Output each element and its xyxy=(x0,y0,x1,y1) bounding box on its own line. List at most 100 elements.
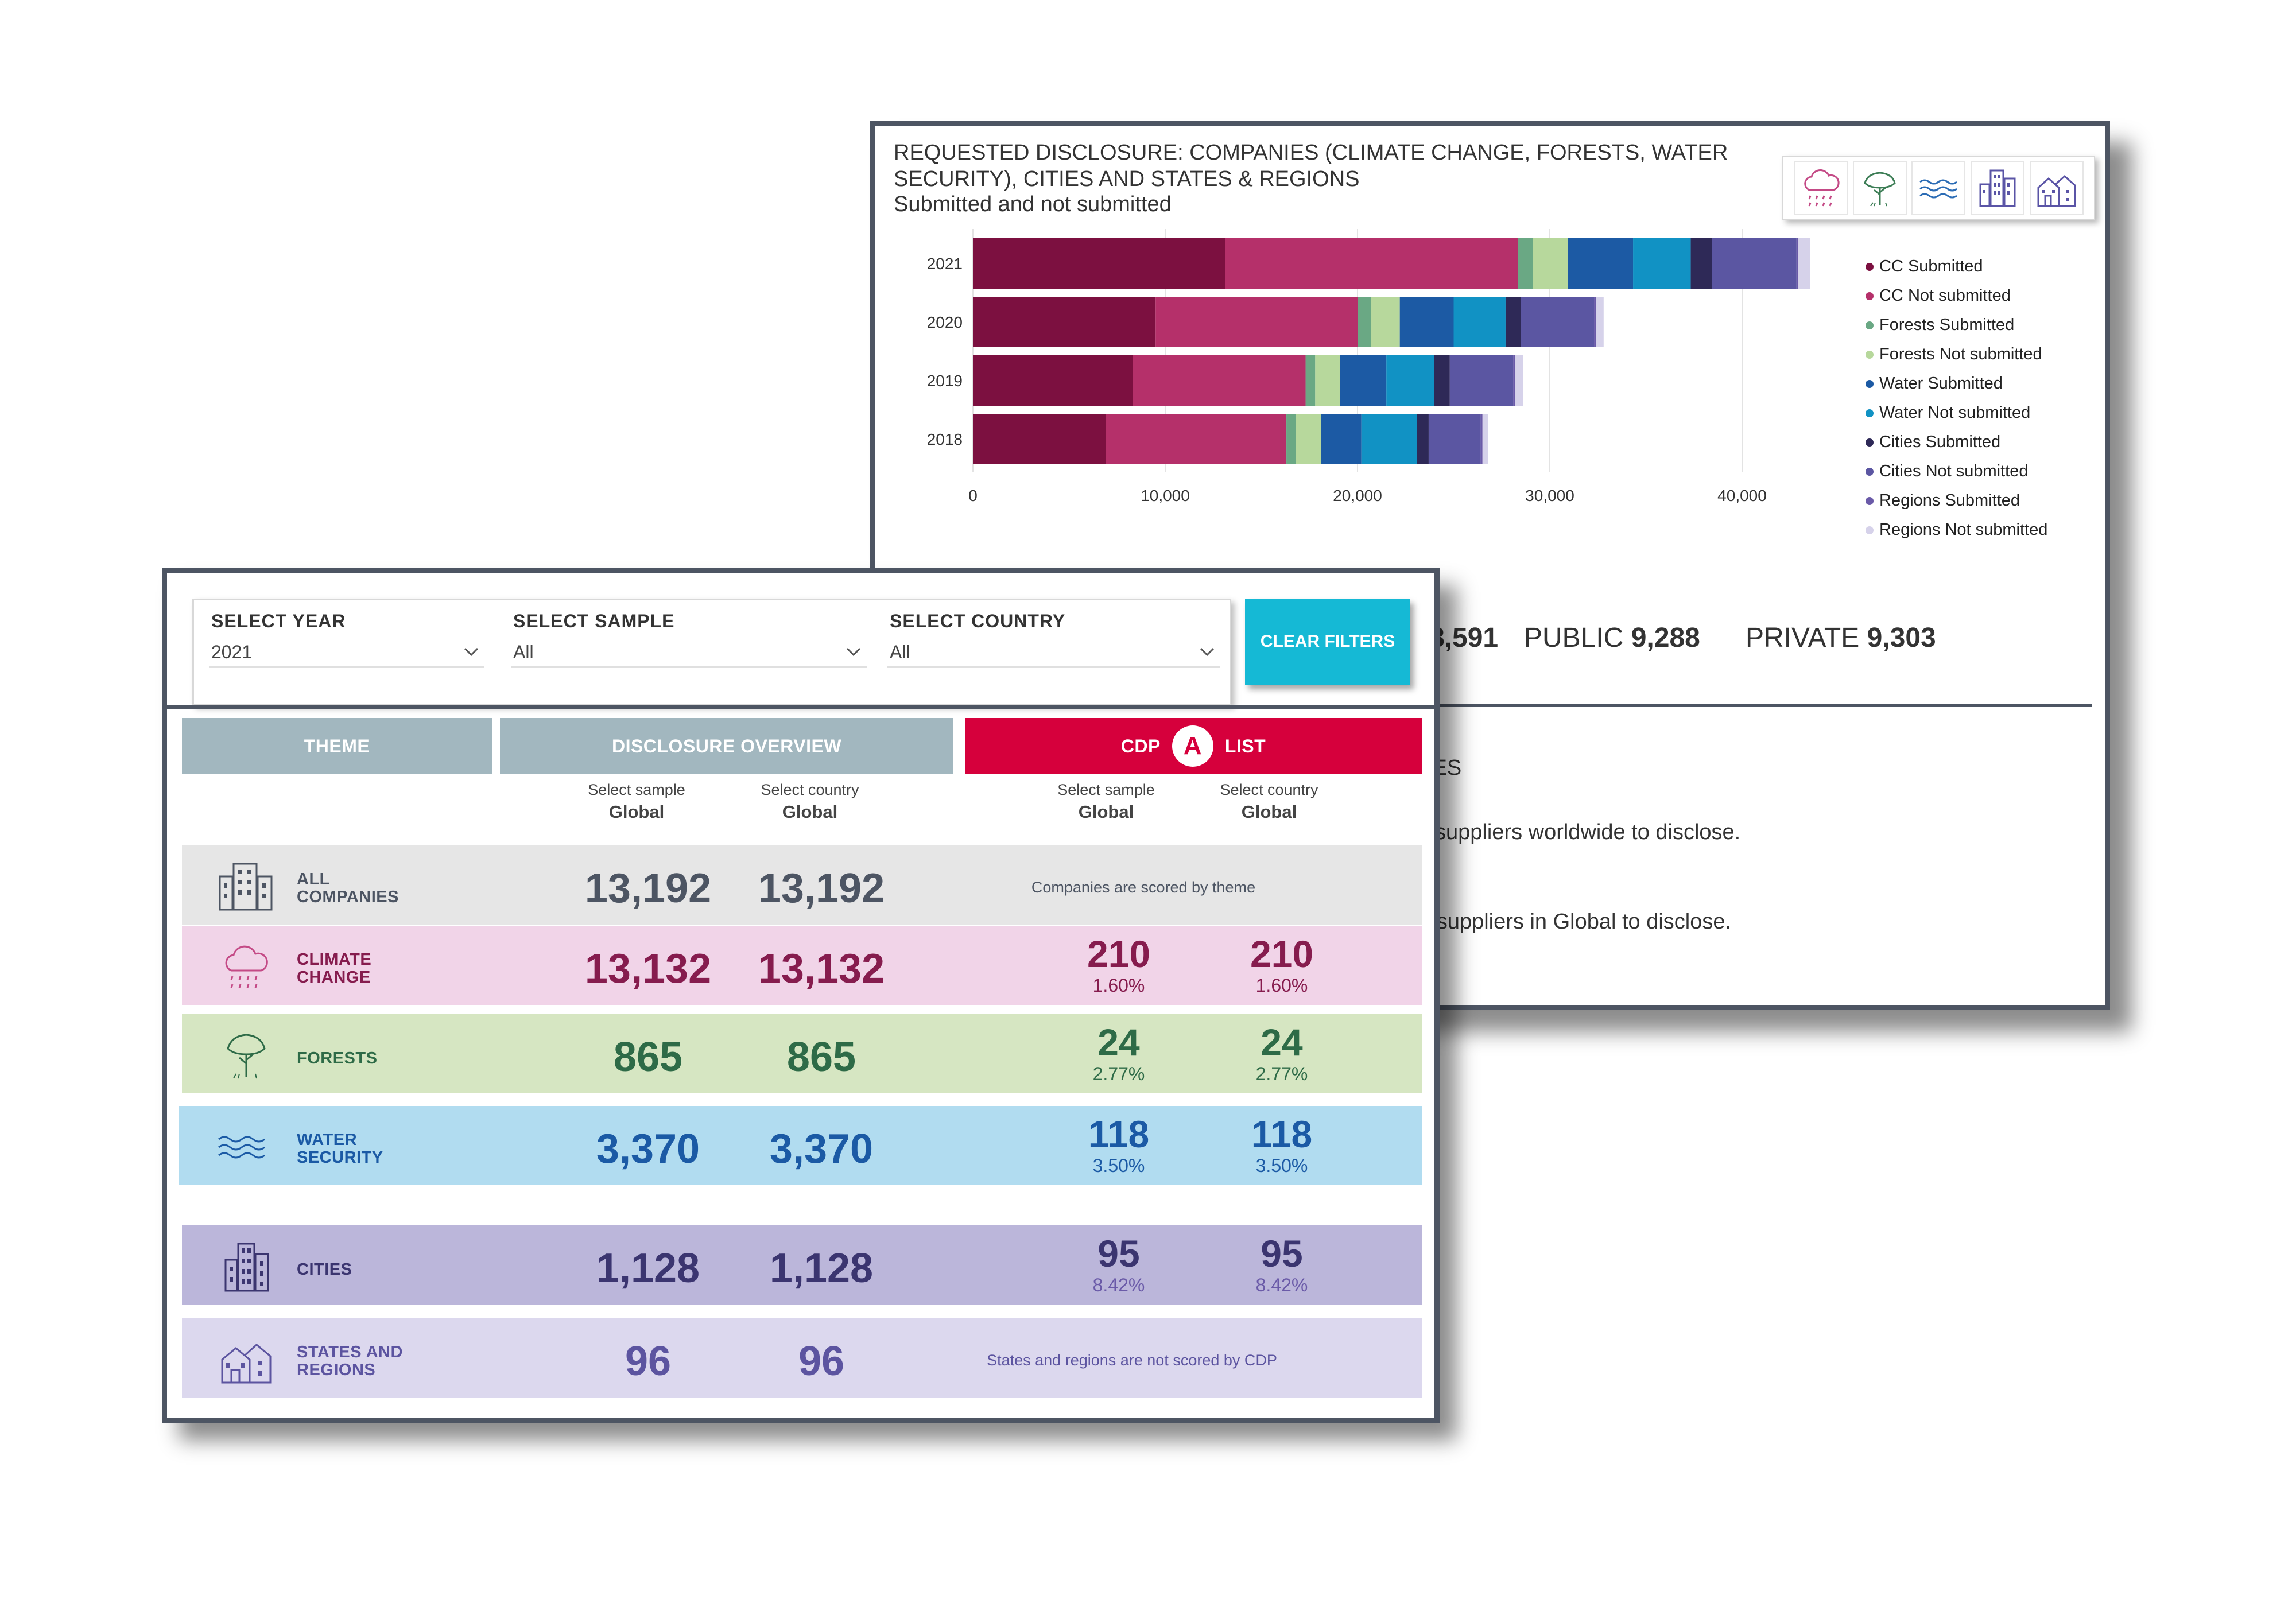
bar-segment xyxy=(1596,297,1604,347)
bar-segment xyxy=(1296,414,1321,464)
bar-segment xyxy=(1798,238,1810,289)
filter-bar: SELECT YEAR 2021 SELECT SAMPLE All SELEC… xyxy=(192,599,1231,705)
bar-segment xyxy=(1371,297,1400,347)
table-row-cities: CITIES 1,128 1,128 95 8.42% 95 8.42% xyxy=(182,1225,1422,1305)
bar-segment xyxy=(1690,238,1712,289)
bar-segment xyxy=(1480,414,1483,464)
year-filter: SELECT YEAR xyxy=(211,611,346,632)
legend-label: Water Submitted xyxy=(1879,374,2003,393)
legend-item[interactable]: Cities Not submitted xyxy=(1865,457,2047,486)
bar-segment xyxy=(1225,238,1518,289)
legend-swatch xyxy=(1865,496,1874,505)
filter-divider xyxy=(167,705,1434,709)
country-select[interactable]: All xyxy=(887,636,1220,668)
legend-item[interactable]: Water Submitted xyxy=(1865,369,2047,398)
cdp-country-label: Select country xyxy=(1220,781,1318,798)
bar-segment xyxy=(1286,414,1296,464)
cdp-country-count: 118 xyxy=(1251,1113,1313,1155)
bar-segment xyxy=(1712,238,1797,289)
overview-sample-count: 865 xyxy=(613,1034,683,1080)
legend-label: Cities Not submitted xyxy=(1879,462,2029,480)
bar-segment xyxy=(973,238,1225,289)
bar-segment xyxy=(1361,414,1417,464)
overview-sample-value: Global xyxy=(608,802,665,822)
obscured-line-1: suppliers worldwide to disclose. xyxy=(1435,820,1741,844)
chevron-down-icon xyxy=(1200,647,1215,657)
country-filter-label: SELECT COUNTRY xyxy=(890,611,1066,631)
a-badge-icon: A xyxy=(1172,725,1213,767)
legend-item[interactable]: Forests Not submitted xyxy=(1865,340,2047,369)
cdp-sample-count: 95 xyxy=(1097,1232,1140,1275)
bar-segment xyxy=(1518,238,1533,289)
cdp-country-percent: 3.50% xyxy=(1255,1155,1308,1176)
cdp-sample-count: 24 xyxy=(1097,1021,1140,1063)
overview-country-value: Global xyxy=(782,802,838,822)
water-waves-icon[interactable] xyxy=(1911,161,1966,215)
bar-segment xyxy=(1533,238,1568,289)
bar-segment xyxy=(1399,297,1454,347)
cdp-country-count: 24 xyxy=(1261,1021,1303,1063)
tree-icon[interactable] xyxy=(1852,161,1907,215)
overview-sample-count: 13,132 xyxy=(584,946,712,992)
overview-sample-count: 13,192 xyxy=(584,865,712,911)
legend-label: CC Not submitted xyxy=(1879,286,2011,305)
bar-segment xyxy=(1568,238,1634,289)
legend-swatch xyxy=(1865,379,1874,388)
legend-swatch xyxy=(1865,292,1874,300)
overview-country-count: 96 xyxy=(798,1338,845,1384)
houses-icon[interactable] xyxy=(2029,161,2084,215)
legend-item[interactable]: CC Not submitted xyxy=(1865,281,2047,310)
theme-column-header: THEME xyxy=(182,718,492,774)
legend-item[interactable]: Regions Submitted xyxy=(1865,486,2047,515)
overview-sample-count: 1,128 xyxy=(596,1245,700,1291)
city-buildings-icon[interactable] xyxy=(1971,161,2025,215)
legend-swatch xyxy=(1865,409,1874,417)
bar-segment xyxy=(1358,297,1371,347)
sample-filter: SELECT SAMPLE xyxy=(513,611,674,632)
theme-icon-strip xyxy=(1782,156,2095,220)
bar-segment xyxy=(973,355,1133,406)
cloud-rain-icon[interactable] xyxy=(1794,161,1848,215)
list-header-label: LIST xyxy=(1224,735,1266,756)
legend-swatch xyxy=(1865,438,1874,447)
legend-swatch xyxy=(1865,350,1874,359)
bar-segment xyxy=(1453,297,1506,347)
chevron-down-icon xyxy=(464,647,479,657)
row-label: CITIES xyxy=(297,1260,352,1279)
y-tick-label: 2021 xyxy=(927,255,963,273)
overview-country-count: 3,370 xyxy=(769,1126,874,1172)
legend-item[interactable]: Water Not submitted xyxy=(1865,398,2047,428)
overview-sample-label: Select sample xyxy=(588,781,685,798)
legend-label: Forests Not submitted xyxy=(1879,345,2042,363)
bar-segment xyxy=(1633,238,1691,289)
year-select[interactable]: 2021 xyxy=(209,636,484,668)
cdp-sample-label: Select sample xyxy=(1057,781,1155,798)
cdp-sample-value: Global xyxy=(1078,802,1134,822)
bar-segment xyxy=(1133,355,1306,406)
legend-label: Water Not submitted xyxy=(1879,403,2031,422)
country-filter: SELECT COUNTRY xyxy=(890,611,1065,632)
cdp-country-value: Global xyxy=(1241,802,1297,822)
cdp-country-count: 210 xyxy=(1250,933,1314,975)
bar-segment xyxy=(1321,414,1362,464)
bar-segment xyxy=(1594,297,1596,347)
row-label: FORESTS xyxy=(297,1049,378,1068)
x-tick-label: 10,000 xyxy=(1141,487,1190,504)
row-note: Companies are scored by theme xyxy=(1031,879,1256,896)
overview-country-count: 865 xyxy=(786,1034,856,1080)
cdp-sample-percent: 8.42% xyxy=(1092,1275,1145,1295)
sample-select[interactable]: All xyxy=(511,636,867,668)
clear-filters-button[interactable]: CLEAR FILTERS xyxy=(1245,599,1410,685)
row-label: STATES AND REGIONS xyxy=(297,1343,403,1379)
cdp-header-label: CDP xyxy=(1120,735,1161,756)
row-label: CLIMATE CHANGE xyxy=(297,950,372,987)
city-buildings-icon xyxy=(224,1243,269,1292)
legend-item[interactable]: Regions Not submitted xyxy=(1865,515,2047,545)
bar-segment xyxy=(1505,297,1521,347)
legend-item[interactable]: Cities Submitted xyxy=(1865,428,2047,457)
legend-item[interactable]: CC Submitted xyxy=(1865,252,2047,281)
legend-label: Cities Submitted xyxy=(1879,433,2001,451)
y-tick-label: 2020 xyxy=(927,313,963,331)
bar-segment xyxy=(1428,414,1481,464)
legend-item[interactable]: Forests Submitted xyxy=(1865,310,2047,340)
